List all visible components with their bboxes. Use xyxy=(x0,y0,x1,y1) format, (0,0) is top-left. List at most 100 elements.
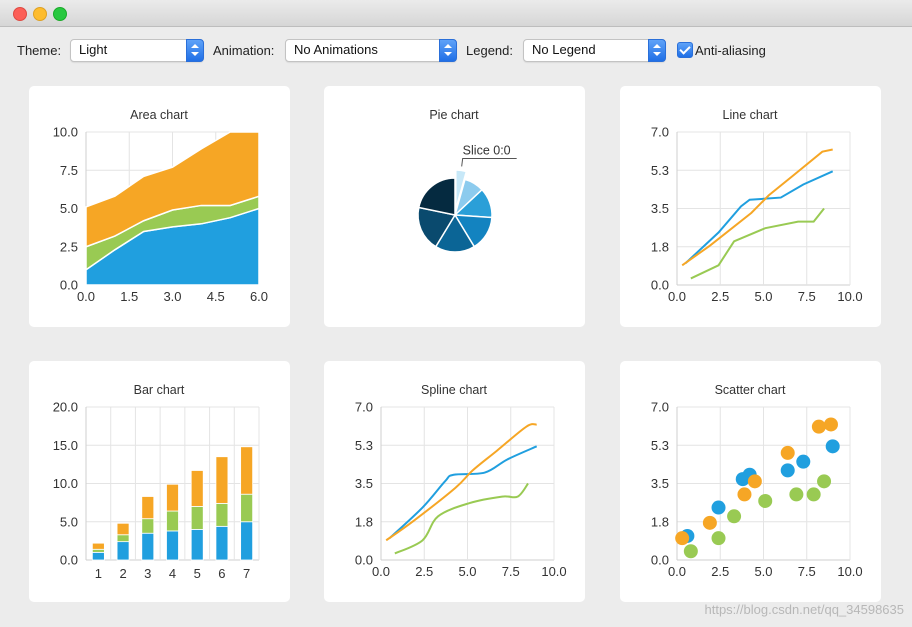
bar-segment-2 xyxy=(240,446,254,495)
line-series-0 xyxy=(684,170,834,264)
x-tick-label: 2.5 xyxy=(415,564,433,579)
y-tick-label: 7.0 xyxy=(355,400,373,415)
pie-slice-0 xyxy=(455,169,468,210)
x-tick-label: 7.5 xyxy=(798,289,816,304)
chart-title: Scatter chart xyxy=(715,383,786,397)
x-tick-label: 2.5 xyxy=(711,289,729,304)
bar-segment-0 xyxy=(116,541,130,561)
minimize-window-button[interactable] xyxy=(33,7,47,21)
bar-segment-0 xyxy=(91,551,105,561)
y-tick-label: 15.0 xyxy=(53,438,78,453)
theme-select-arrow-icon xyxy=(186,39,204,62)
x-tick-label: 5.0 xyxy=(754,289,772,304)
pie-slice-6 xyxy=(417,177,456,216)
area-series-2 xyxy=(85,131,260,248)
x-tick-label: 7.5 xyxy=(502,564,520,579)
close-window-button[interactable] xyxy=(13,7,27,21)
main-window: Theme: Light Animation: No Animations Le… xyxy=(0,27,912,627)
antialiasing-label[interactable]: Anti-aliasing xyxy=(695,43,766,58)
y-tick-label: 10.0 xyxy=(53,476,78,491)
animation-label: Animation: xyxy=(213,43,275,58)
y-tick-label: 0.0 xyxy=(60,553,78,568)
watermark: https://blog.csdn.net/qq_34598635 xyxy=(704,602,905,617)
window-titlebar[interactable] xyxy=(0,0,912,27)
spline-chart: Spline chart 0.0 1.8 3.5 5.3 7.0 0.0 2.5 5.0 7.5 1… xyxy=(355,383,567,579)
legend-select-value: No Legend xyxy=(532,42,596,57)
scatter-point-1 xyxy=(737,487,752,502)
theme-select[interactable]: Light xyxy=(70,39,204,62)
scatter-point-0 xyxy=(796,454,811,469)
legend-select[interactable]: No Legend xyxy=(523,39,666,62)
bar-segment-0 xyxy=(240,521,254,561)
bar-segment-1 xyxy=(240,493,254,523)
scatter-point-0 xyxy=(825,439,840,454)
bar-segment-0 xyxy=(166,530,179,561)
chart-title: Spline chart xyxy=(421,383,488,397)
bar-segment-1 xyxy=(215,502,229,527)
animation-select[interactable]: No Animations xyxy=(285,39,457,62)
y-tick-label: 10.0 xyxy=(53,125,78,140)
bar-segment-2 xyxy=(91,542,105,550)
bar-segment-1 xyxy=(166,510,179,532)
line-chart: Line chart 0.0 1.8 3.5 5.3 7.0 0.0 2.5 5.0 7.5 10.… xyxy=(651,108,863,304)
x-tick-label: 5.0 xyxy=(458,564,476,579)
bar-segment-0 xyxy=(141,532,155,561)
x-tick-label: 10.0 xyxy=(837,289,862,304)
scatter-point-1 xyxy=(780,445,795,460)
line-series-2 xyxy=(690,207,825,280)
x-tick-label: 4 xyxy=(169,566,176,581)
y-tick-label: 1.8 xyxy=(651,514,669,529)
pie-slice-5 xyxy=(417,206,457,248)
toolbar: Theme: Light Animation: No Animations Le… xyxy=(0,39,912,63)
scatter-point-1 xyxy=(675,531,690,546)
line-series-1 xyxy=(681,148,833,267)
legend-select-arrow-icon xyxy=(648,39,666,62)
x-tick-label: 10.0 xyxy=(837,564,862,579)
y-tick-label: 0.0 xyxy=(651,553,669,568)
spline-chart-card: Spline chart 0.0 1.8 3.5 5.3 7.0 0.0 2.5 5.0 7.5 1… xyxy=(324,361,585,602)
x-tick-label: 3.0 xyxy=(163,289,181,304)
spline-series-0 xyxy=(388,445,538,539)
scatter-point-2 xyxy=(683,544,698,559)
line-chart-card: Line chart 0.0 1.8 3.5 5.3 7.0 0.0 2.5 5.0 7.5 10.… xyxy=(620,86,881,327)
y-tick-label: 5.3 xyxy=(651,163,669,178)
y-tick-label: 0.0 xyxy=(651,278,669,293)
bar-segment-1 xyxy=(190,506,204,530)
y-tick-label: 3.5 xyxy=(651,476,669,491)
area-chart-card: Area chart 0.0 2.5 5.0 7.5 10.0 0.0 1.5 3.0 4.5 6.… xyxy=(29,86,290,327)
bar-chart: Bar chart 0.0 5.0 10.0 15.0 20.0 1 2 3 4 5 6 7 xyxy=(53,383,260,581)
scatter-point-2 xyxy=(806,487,821,502)
x-tick-label: 5 xyxy=(194,566,201,581)
slice-label: Slice 0:0 xyxy=(463,143,511,157)
scatter-point-2 xyxy=(727,509,742,524)
bar-segment-2 xyxy=(116,522,130,536)
bar-segment-2 xyxy=(166,483,179,512)
y-tick-label: 2.5 xyxy=(60,239,78,254)
x-tick-label: 7.5 xyxy=(798,564,816,579)
y-tick-label: 0.0 xyxy=(60,278,78,293)
animation-select-arrow-icon xyxy=(439,39,457,62)
y-tick-label: 5.3 xyxy=(651,438,669,453)
spline-series-1 xyxy=(385,423,537,542)
y-tick-label: 0.0 xyxy=(355,553,373,568)
y-tick-label: 7.0 xyxy=(651,125,669,140)
scatter-chart-card: Scatter chart 0.0 1.8 3.5 5.3 7.0 0.0 2.5 5.0 7.5… xyxy=(620,361,881,602)
scatter-point-1 xyxy=(823,417,838,432)
chart-title: Area chart xyxy=(130,108,188,122)
animation-select-value: No Animations xyxy=(294,42,378,57)
antialiasing-checkbox[interactable] xyxy=(677,42,693,58)
x-tick-label: 2 xyxy=(119,566,126,581)
bar-segment-2 xyxy=(215,456,229,504)
y-tick-label: 1.8 xyxy=(355,514,373,529)
scatter-point-1 xyxy=(747,474,762,489)
slice-label-leader xyxy=(461,157,517,167)
zoom-window-button[interactable] xyxy=(53,7,67,21)
scatter-point-1 xyxy=(702,515,717,530)
bar-segment-2 xyxy=(190,470,204,507)
pie-chart-card: Pie chart Slice 0:0 xyxy=(324,86,585,327)
bar-segment-1 xyxy=(91,548,105,553)
x-tick-label: 0.0 xyxy=(668,289,686,304)
y-tick-label: 20.0 xyxy=(53,400,78,415)
x-tick-label: 6 xyxy=(218,566,225,581)
x-tick-label: 7 xyxy=(243,566,250,581)
